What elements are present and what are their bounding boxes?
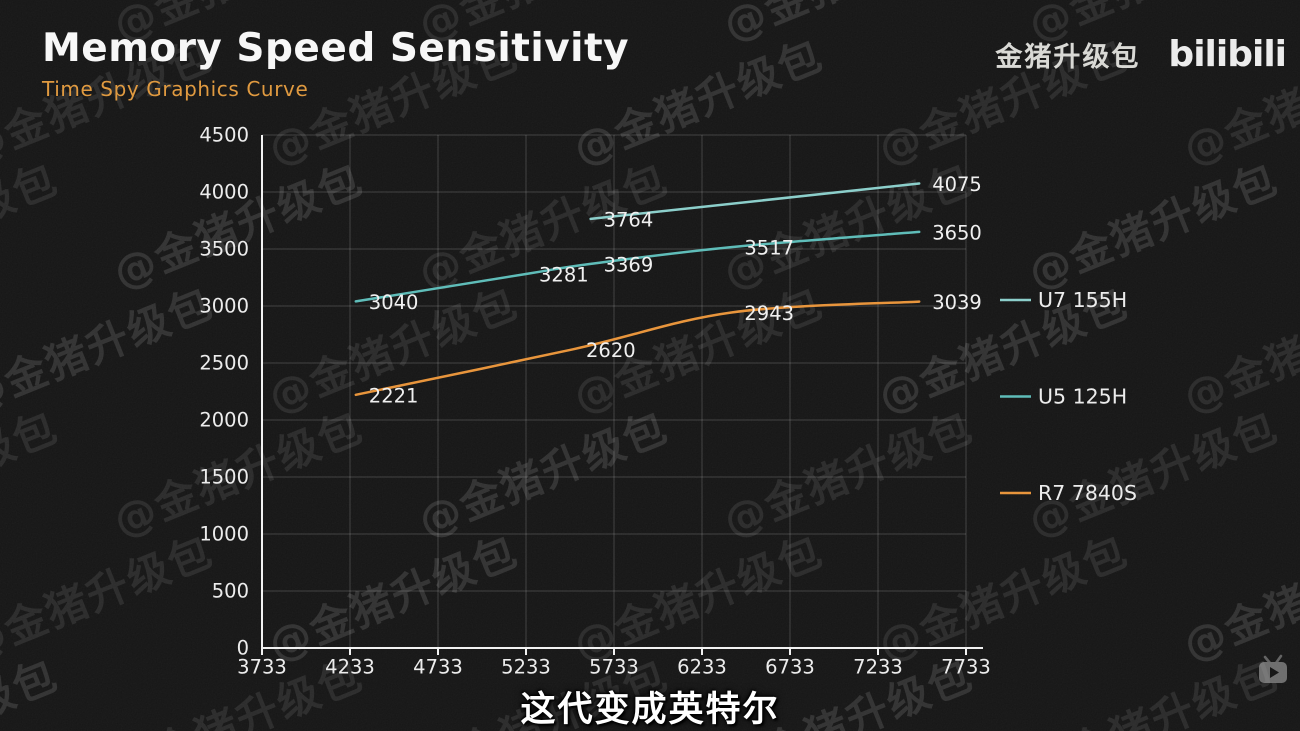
bilibili-tv-icon xyxy=(1259,654,1287,683)
bilibili-logo: bilibili xyxy=(1168,34,1287,75)
video-caption: 这代变成英特尔 xyxy=(520,690,780,730)
chart-subtitle: Time Spy Graphics Curve xyxy=(42,76,309,101)
y-tick-label: 4500 xyxy=(199,124,249,147)
x-tick-label: 5733 xyxy=(589,656,639,679)
series-line-u7-155h xyxy=(589,182,921,221)
x-tick-label: 4233 xyxy=(325,656,375,679)
header: Memory Speed Sensitivity Time Spy Graphi… xyxy=(42,26,630,101)
data-label: 3517 xyxy=(744,237,794,260)
data-label: 3039 xyxy=(932,291,982,314)
data-label: 3040 xyxy=(369,291,419,314)
series-line-u5-125h xyxy=(354,230,921,303)
data-label: 3650 xyxy=(932,221,982,244)
y-tick-label: 1000 xyxy=(199,523,249,546)
x-tick-label: 4733 xyxy=(413,656,463,679)
data-label: 3764 xyxy=(604,208,654,231)
y-tick-label: 3500 xyxy=(199,238,249,261)
x-tick-label: 7733 xyxy=(941,656,991,679)
legend-label: U5 125H xyxy=(1038,385,1127,409)
series-line-r7-7840s xyxy=(354,300,921,397)
data-label: 3281 xyxy=(539,264,589,287)
data-label: 4075 xyxy=(932,173,982,196)
y-tick-label: 2000 xyxy=(199,409,249,432)
page-title: Memory Speed Sensitivity xyxy=(42,26,630,71)
data-label: 2620 xyxy=(586,339,636,362)
brand-watermark-text: 金猪升级包 xyxy=(995,42,1141,73)
brand-block: 金猪升级包 bilibili xyxy=(995,34,1287,75)
data-label: 3369 xyxy=(604,253,654,276)
data-label: 2221 xyxy=(369,384,419,407)
data-label: 2943 xyxy=(744,302,794,325)
y-tick-label: 4000 xyxy=(199,181,249,204)
y-tick-label: 3000 xyxy=(199,295,249,318)
y-tick-label: 0 xyxy=(237,637,249,660)
x-tick-label: 6733 xyxy=(765,656,815,679)
x-tick-label: 7233 xyxy=(853,656,903,679)
legend-label: U7 155H xyxy=(1038,288,1127,312)
x-tick-label: 5233 xyxy=(501,656,551,679)
y-tick-label: 500 xyxy=(212,580,249,603)
legend-label: R7 7840S xyxy=(1038,481,1137,505)
x-tick-label: 3733 xyxy=(237,656,287,679)
y-tick-label: 2500 xyxy=(199,352,249,375)
y-tick-label: 1500 xyxy=(199,466,249,489)
x-tick-label: 6233 xyxy=(677,656,727,679)
